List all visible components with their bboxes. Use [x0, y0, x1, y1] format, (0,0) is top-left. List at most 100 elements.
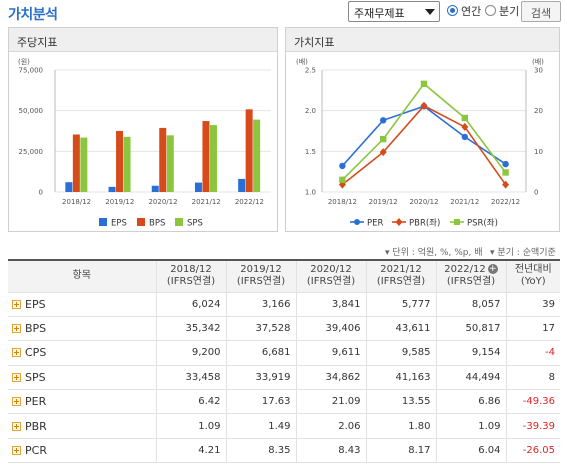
- chevron-down-icon: [425, 9, 435, 15]
- legend-label: PSR(좌): [467, 219, 498, 229]
- expand-icon[interactable]: [12, 299, 21, 309]
- row-label[interactable]: SPS: [8, 365, 156, 391]
- point-marker: [502, 180, 510, 189]
- table-row: EPS 6,024 3,166 3,841 5,777 8,057 39: [8, 292, 560, 317]
- year-header: 2018/12 (IFRS연결): [155, 260, 226, 293]
- unit-label: (원): [18, 57, 30, 66]
- table-cell: 9,611: [295, 340, 366, 366]
- bar-bps: [202, 121, 210, 192]
- yoy-cell: -39.39: [505, 413, 560, 439]
- y-tick-label: 25,000: [19, 148, 44, 156]
- yoy-cell: 8: [505, 365, 560, 391]
- yoy-cell: 17: [505, 316, 560, 342]
- table-cell: 44,494: [435, 365, 506, 391]
- legend-marker: [454, 219, 460, 225]
- expand-icon[interactable]: [12, 324, 21, 334]
- table-cell: 35,342: [155, 316, 226, 342]
- expand-icon[interactable]: [12, 446, 21, 456]
- bar-sps: [80, 137, 88, 192]
- legend-swatch: [99, 218, 107, 226]
- bar-eps: [65, 182, 73, 192]
- bar-eps: [151, 185, 159, 192]
- search-button[interactable]: 검색: [521, 1, 561, 22]
- left-tick-label: 1.0: [305, 189, 316, 197]
- year-header: 2020/12 (IFRS연결): [295, 260, 366, 293]
- table-cell: 50,817: [435, 316, 506, 342]
- radio-annual[interactable]: [447, 5, 458, 16]
- value-panel-title: 가치지표: [286, 28, 559, 52]
- table-cell: 6,024: [155, 292, 226, 317]
- value-line-chart: (배) (배) 1.0 1.5 2.0 2.5 0 10 20 30 2018/12 2019/12 2…: [296, 57, 544, 229]
- legend-swatch: [137, 218, 145, 226]
- table-cell: 3,841: [295, 292, 366, 317]
- table-cell: 1.49: [225, 413, 296, 439]
- item-header: 항목: [8, 260, 156, 293]
- bar-eps: [108, 186, 116, 192]
- row-label[interactable]: PER: [8, 389, 156, 415]
- left-tick-label: 1.5: [305, 148, 316, 156]
- point-marker: [339, 176, 346, 183]
- x-tick-label: 2021/12: [192, 198, 221, 206]
- table-cell: 8.17: [365, 438, 436, 464]
- table-cell: 8,057: [435, 292, 506, 317]
- table-cell: 4.21: [155, 438, 226, 464]
- point-marker: [420, 80, 428, 88]
- year-header: 2019/12 (IFRS연결): [225, 260, 296, 293]
- row-label[interactable]: EPS: [8, 292, 156, 317]
- x-tick-label: 2018/12: [328, 198, 357, 206]
- plus-circle-icon[interactable]: +: [487, 264, 498, 275]
- expand-icon[interactable]: [12, 421, 21, 431]
- table-row: CPS 9,200 6,681 9,611 9,585 9,154 -4: [8, 340, 560, 366]
- table-cell: 8.43: [295, 438, 366, 464]
- expand-icon[interactable]: [12, 348, 21, 358]
- table-cell: 13.55: [365, 389, 436, 415]
- value-panel: 가치지표 (배) (배) 1.0 1.5 2.0 2.5 0 10 20 30 2018/12 201…: [285, 27, 560, 232]
- left-tick-label: 2.5: [305, 67, 316, 75]
- table-row: SPS 33,458 33,919 34,862 41,163 44,494 8: [8, 365, 560, 391]
- statement-select[interactable]: 주재무제표: [348, 1, 440, 22]
- row-label[interactable]: CPS: [8, 340, 156, 366]
- table-cell: 9,200: [155, 340, 226, 366]
- table-cell: 2.06: [295, 413, 366, 439]
- table-row: BPS 35,342 37,528 39,406 43,611 50,817 17: [8, 316, 560, 342]
- table-cell: 9,154: [435, 340, 506, 366]
- legend-label: PBR(좌): [409, 219, 440, 229]
- expand-icon[interactable]: [12, 397, 21, 407]
- x-tick-label: 2019/12: [369, 198, 398, 206]
- bar-sps: [123, 136, 131, 192]
- yoy-cell: -49.36: [505, 389, 560, 415]
- y-tick-label: 75,000: [19, 67, 44, 75]
- table-row: PBR 1.09 1.49 2.06 1.80 1.09 -39.39: [8, 413, 560, 439]
- radio-quarter-label[interactable]: 분기: [499, 5, 520, 18]
- radio-quarter[interactable]: [485, 5, 496, 16]
- table-header-row: 항목 2018/12 (IFRS연결) 2019/12 (IFRS연결) 2020/…: [8, 260, 560, 293]
- row-label[interactable]: PBR: [8, 413, 156, 439]
- quarter-note: ▾ 분기 : 순액기준: [490, 248, 556, 258]
- row-label[interactable]: PCR: [8, 438, 156, 464]
- statement-select-value: 주재무제표: [354, 7, 405, 20]
- yoy-cell: -26.05: [505, 438, 560, 464]
- bar-bps: [116, 130, 124, 192]
- series-line-1: [341, 104, 507, 186]
- point-marker: [379, 148, 387, 157]
- table-cell: 8.35: [225, 438, 296, 464]
- x-tick-label: 2020/12: [148, 198, 177, 206]
- x-tick-label: 2022/12: [491, 198, 520, 206]
- per-share-panel-title: 주당지표: [9, 28, 277, 52]
- table-cell: 5,777: [365, 292, 436, 317]
- right-tick-label: 10: [534, 148, 543, 156]
- right-tick-label: 0: [534, 189, 538, 197]
- x-tick-label: 2022/12: [235, 198, 264, 206]
- y-tick-label: 50,000: [19, 107, 44, 115]
- radio-annual-label[interactable]: 연간: [461, 5, 482, 18]
- table-cell: 33,458: [155, 365, 226, 391]
- table-cell: 39,406: [295, 316, 366, 342]
- legend-marker: [354, 219, 360, 225]
- x-tick-label: 2018/12: [62, 198, 91, 206]
- series-line-0: [341, 105, 507, 167]
- row-label[interactable]: BPS: [8, 316, 156, 342]
- point-marker: [502, 169, 509, 176]
- expand-icon[interactable]: [12, 372, 21, 382]
- point-marker: [420, 101, 428, 110]
- right-tick-label: 30: [534, 67, 543, 75]
